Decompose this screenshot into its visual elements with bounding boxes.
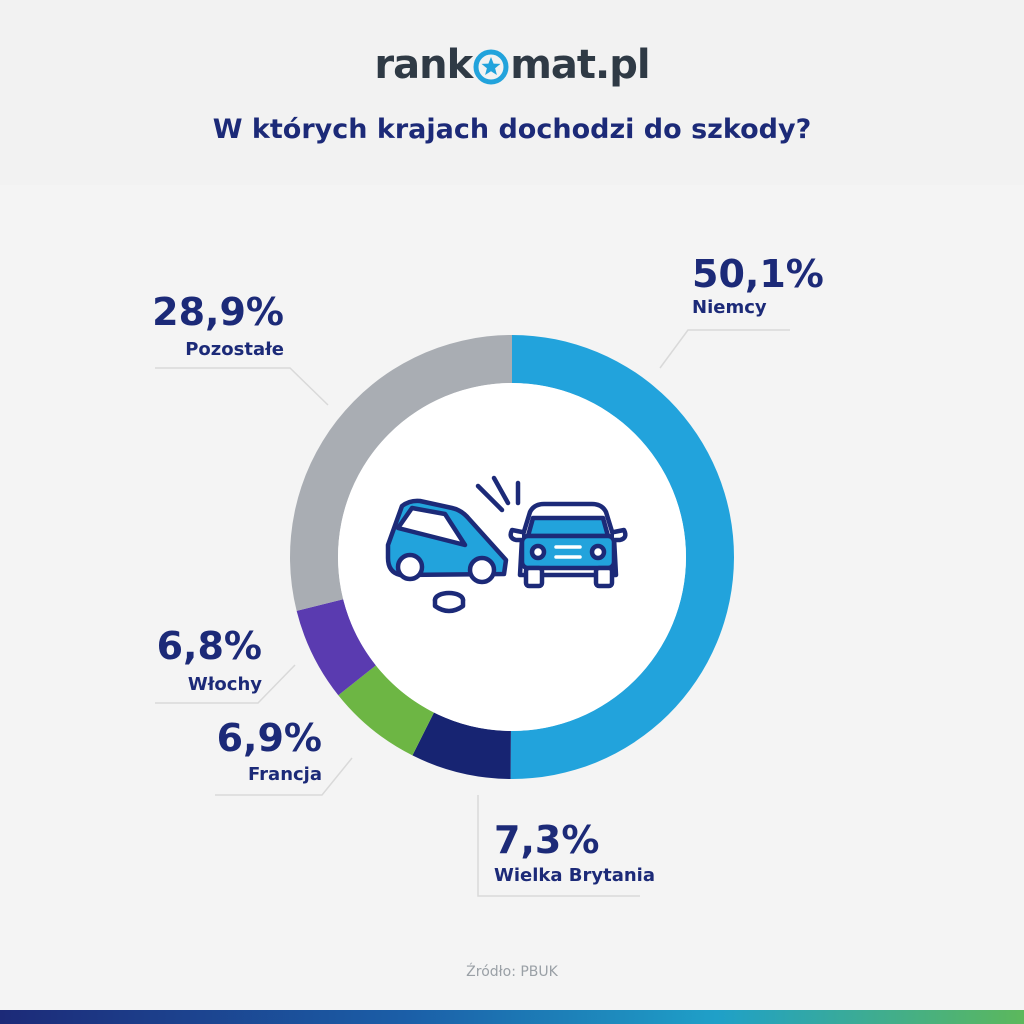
donut-slices (289, 335, 734, 779)
leader-line-wielka-brytania (477, 795, 640, 897)
source-note: Źródło: PBUK (466, 964, 558, 980)
star-logo-icon (473, 47, 509, 97)
page-title: W których krajach dochodzi do szkody? (212, 114, 812, 145)
logo-text-suffix: mat.pl (510, 42, 650, 88)
bottom-gradient-bar (0, 1010, 1024, 1024)
leader-line-wlochy (155, 664, 296, 704)
donut-slice-wielka-brytania (412, 712, 511, 779)
donut-center (338, 383, 686, 731)
slice-label-wielka-brytania: Wielka Brytania (494, 865, 655, 886)
donut-slice-francja (338, 665, 434, 756)
logo-text-prefix: rank (374, 42, 473, 88)
slice-label-wlochy: Włochy (187, 674, 262, 695)
leader-lines (155, 329, 790, 897)
car-collision-icon (385, 475, 628, 614)
slice-value-wlochy: 6,8% (156, 624, 262, 668)
brand-logo: rank mat.pl (0, 40, 1024, 97)
donut-slice-pozostałe (289, 335, 512, 611)
header-band (0, 0, 1024, 185)
slice-value-francja: 6,9% (216, 716, 322, 760)
leader-line-niemcy (659, 329, 790, 369)
slice-value-pozostale: 28,9% (152, 290, 284, 334)
slice-label-pozostale: Pozostałe (185, 339, 284, 360)
slice-value-wielka-brytania: 7,3% (494, 818, 600, 862)
leader-line-francja (215, 757, 353, 796)
donut-slice-włochy (296, 599, 376, 696)
slice-label-niemcy: Niemcy (692, 297, 767, 318)
slice-label-francja: Francja (248, 764, 322, 785)
slice-value-niemcy: 50,1% (692, 252, 824, 296)
leader-line-pozostale (155, 367, 329, 406)
donut-slice-niemcy (510, 335, 734, 779)
